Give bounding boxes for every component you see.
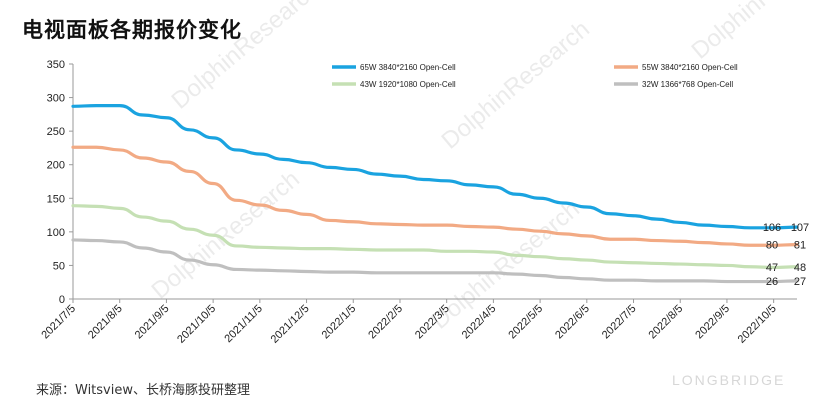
x-tick-label: 2021/7/5 [39, 303, 78, 342]
x-tick-label: 2022/9/5 [693, 303, 732, 342]
chart-title: 电视面板各期报价变化 [22, 18, 242, 42]
end-labels: 106 107 80 81 47 48 26 27 [763, 222, 809, 288]
legend-label: 43W 1920*1080 Open-Cell [360, 80, 456, 89]
y-tick-label: 350 [47, 59, 65, 71]
end-label-prev: 47 [766, 262, 778, 274]
x-tick-label: 2021/10/5 [175, 303, 218, 346]
brand-watermark: LONGBRIDGE [672, 372, 786, 388]
legend-label: 55W 3840*2160 Open-Cell [642, 63, 738, 72]
watermark-text: DolphinResearch [427, 196, 585, 335]
end-label-prev: 26 [766, 276, 778, 288]
end-label-last: 81 [794, 240, 806, 252]
watermark-text: DolphinResearch [437, 16, 595, 155]
x-tick-label: 2021/9/5 [133, 303, 172, 342]
series-line-4 [71, 238, 799, 284]
legend-label: 32W 1366*768 Open-Cell [642, 80, 733, 89]
series-line-1 [71, 104, 799, 230]
watermark-group: DolphinResearch DolphinResearch DolphinRes… [147, 0, 829, 335]
x-tick-label: 2022/8/5 [647, 303, 686, 342]
x-tick-label: 2022/1/5 [320, 303, 359, 342]
x-tick-label: 2022/6/5 [553, 303, 592, 342]
x-tick-label: 2022/7/5 [600, 303, 639, 342]
y-tick-label: 200 [47, 160, 65, 172]
watermark-text: DolphinResearch [147, 166, 305, 305]
end-label-last: 107 [791, 222, 809, 234]
end-label-last: 48 [794, 262, 806, 274]
x-tick-label: 2022/5/5 [506, 303, 545, 342]
end-label-last: 27 [794, 276, 806, 288]
x-tick-label: 2021/11/5 [222, 303, 265, 346]
y-tick-label: 300 [47, 93, 65, 105]
x-tick-label: 2022/2/5 [366, 303, 405, 342]
chart-legend: 65W 3840*2160 Open-Cell 55W 3840*2160 Ope… [332, 63, 738, 89]
series-line-3 [71, 204, 799, 270]
x-tick-label: 2022/10/5 [736, 303, 779, 346]
y-tick-label: 250 [47, 126, 65, 138]
y-tick-label: 100 [47, 227, 65, 239]
end-label-prev: 106 [763, 222, 781, 234]
y-tick-label: 50 [53, 260, 65, 272]
x-tick-label: 2021/8/5 [86, 303, 125, 342]
y-tick-label: 0 [59, 294, 65, 306]
x-tick-label: 2021/12/5 [269, 303, 312, 346]
end-label-prev: 80 [766, 240, 778, 252]
legend-label: 65W 3840*2160 Open-Cell [360, 63, 456, 72]
source-note: 来源：Witsview、长桥海豚投研整理 [36, 383, 250, 398]
series-line-2 [71, 145, 799, 247]
series-lines [71, 104, 799, 284]
y-tick-label: 150 [47, 193, 65, 205]
watermark-text: DolphinResearch [167, 0, 325, 115]
watermark-text: DolphinResearch [687, 0, 829, 65]
